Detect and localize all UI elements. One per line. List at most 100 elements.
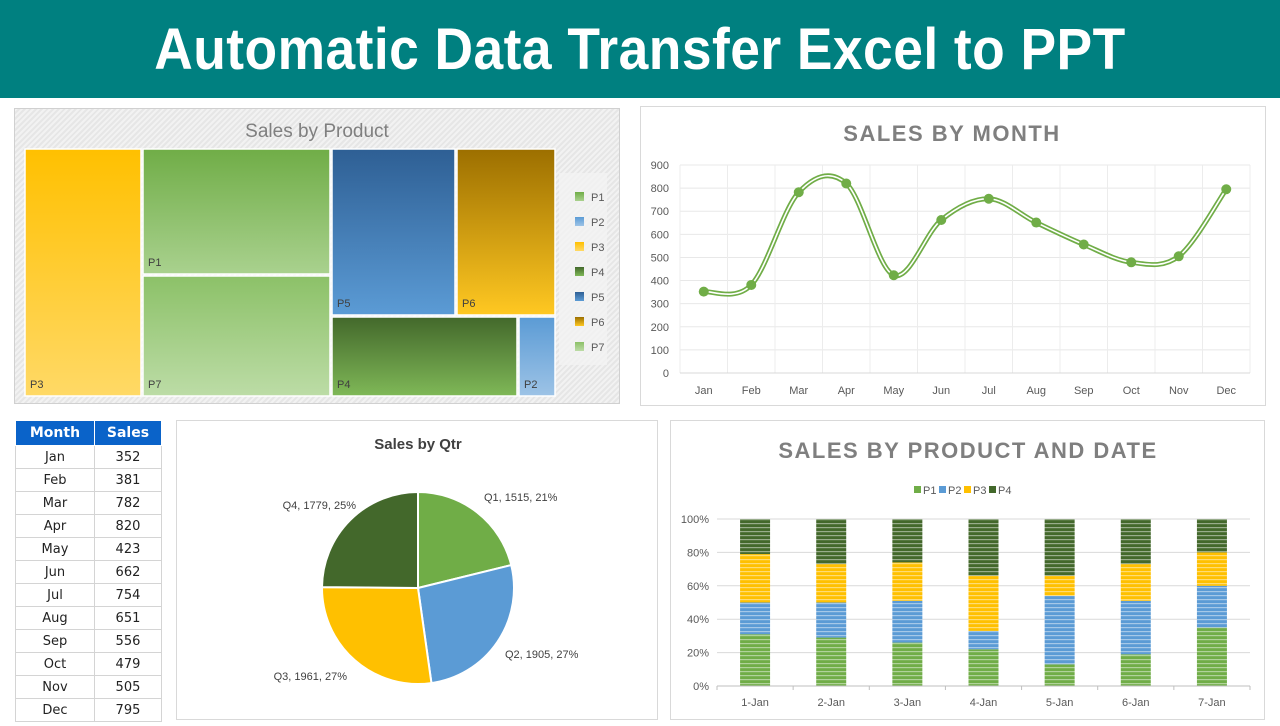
legend-swatch-p1 (914, 486, 921, 493)
sales-cell: 556 (93, 629, 163, 653)
line-data-point[interactable] (1173, 251, 1184, 262)
treemap-tile-p4[interactable] (331, 316, 518, 397)
line-data-point[interactable] (746, 279, 757, 290)
line-gridlines (679, 164, 1251, 374)
bar-segment-p3[interactable] (1044, 575, 1075, 596)
pie-slice-q1[interactable] (417, 490, 513, 590)
bar-segment-p4[interactable] (892, 519, 923, 563)
bar-segment-p1[interactable] (1196, 627, 1227, 686)
sales-cell: 795 (93, 698, 163, 722)
line-data-point[interactable] (698, 286, 709, 297)
pie-slice-q3[interactable] (321, 586, 433, 685)
line-data-point[interactable] (793, 187, 804, 198)
y-tick-label: 200 (651, 322, 669, 334)
month-cell: Jul (15, 583, 95, 607)
line-data-point[interactable] (1126, 257, 1137, 268)
bar-segment-p3[interactable] (740, 554, 771, 603)
bar-segment-p4[interactable] (1120, 519, 1151, 565)
page-title: Automatic Data Transfer Excel to PPT (154, 16, 1126, 82)
line-chart-panel[interactable]: SALES BY MONTH 0 100 200 300 400 500 600 700 800… (640, 106, 1266, 406)
treemap-chart-panel[interactable]: Sales by Product P3 P1 P7 P5 P6 P4 P2 P1 P2 P3 P4… (14, 108, 620, 404)
treemap-tile-p3[interactable] (24, 148, 142, 397)
x-tick-label: 7-Jan (1198, 697, 1226, 709)
y-tick-label: 20% (687, 648, 709, 660)
x-tick-label: Aug (1026, 385, 1046, 397)
bar-segment-p3[interactable] (968, 575, 999, 631)
bar-segment-p2[interactable] (1196, 585, 1227, 628)
bar-segment-p2[interactable] (816, 602, 847, 638)
legend-label: P4 (998, 485, 1011, 497)
stacked-bar-chart-panel[interactable]: SALES BY PRODUCT AND DATE P1 P2 P3 P4 0% 20%… (670, 420, 1265, 720)
bar-segment-p4[interactable] (1196, 519, 1227, 553)
x-tick-label: 4-Jan (970, 697, 998, 709)
bar-segment-p2[interactable] (740, 602, 771, 635)
y-tick-label: 80% (687, 547, 709, 559)
x-tick-label: Feb (742, 385, 761, 397)
bar-segment-p3[interactable] (1120, 564, 1151, 601)
treemap-chart: Sales by Product P3 P1 P7 P5 P6 P4 P2 P1 P2 P3 P4… (24, 121, 607, 397)
stacked-bars (740, 519, 1227, 686)
bar-segment-p1[interactable] (1044, 664, 1075, 686)
y-tick-label: 100 (651, 345, 669, 357)
line-data-point[interactable] (983, 193, 994, 204)
pie-chart-panel[interactable]: Sales by Qtr Q1, 1515, 21% Q2, 1905, 27% Q… (176, 420, 658, 720)
bar-segment-p2[interactable] (1044, 595, 1075, 665)
line-series (698, 173, 1232, 297)
pie-slice-q2[interactable] (416, 563, 515, 685)
treemap-tiles: P3 P1 P7 P5 P6 P4 P2 (24, 148, 556, 397)
bar-segment-p4[interactable] (968, 519, 999, 576)
bar-segment-p3[interactable] (1196, 552, 1227, 586)
legend-swatch-p4 (989, 486, 996, 493)
treemap-tile-p6[interactable] (456, 148, 556, 316)
month-cell: Dec (15, 698, 95, 722)
line-data-point[interactable] (1221, 184, 1232, 195)
month-cell: Aug (15, 606, 95, 630)
treemap-tile-p2[interactable] (518, 316, 556, 397)
line-data-point[interactable] (841, 178, 852, 189)
treemap-tile-label: P2 (524, 379, 537, 391)
bar-segment-p3[interactable] (892, 562, 923, 601)
bar-segment-p2[interactable] (1120, 600, 1151, 655)
bar-segment-p1[interactable] (1120, 654, 1151, 686)
treemap-tile-p5[interactable] (331, 148, 456, 316)
treemap-tile-p1[interactable] (142, 148, 331, 275)
line-data-point[interactable] (888, 270, 899, 281)
month-cell: Feb (15, 468, 95, 492)
bar-segment-p1[interactable] (968, 649, 999, 686)
bar-segment-p4[interactable] (816, 519, 847, 565)
pie-slice-q4[interactable] (320, 490, 419, 590)
title-banner: Automatic Data Transfer Excel to PPT (0, 0, 1280, 98)
treemap-tile-p7[interactable] (142, 275, 331, 397)
y-tick-label: 40% (687, 614, 709, 626)
bar-segment-p4[interactable] (1044, 519, 1075, 576)
legend-swatch-p6 (575, 317, 584, 326)
x-tick-label: Apr (838, 385, 855, 397)
line-chart-title: SALES BY MONTH (843, 121, 1060, 146)
bar-segment-p1[interactable] (892, 642, 923, 686)
bar-segment-p1[interactable] (816, 637, 847, 686)
x-tick-label: Oct (1123, 385, 1140, 397)
table-row: Feb 381 (15, 468, 163, 492)
treemap-tile-label: P5 (337, 298, 350, 310)
line-data-point[interactable] (1031, 217, 1042, 228)
line-data-point[interactable] (936, 215, 947, 226)
stacked-chart-title: SALES BY PRODUCT AND DATE (778, 438, 1157, 463)
y-tick-label: 500 (651, 252, 669, 264)
y-tick-label: 400 (651, 276, 669, 288)
bar-segment-p3[interactable] (816, 564, 847, 603)
pie-chart: Sales by Qtr Q1, 1515, 21%Q2, 1905, 27%Q… (274, 436, 579, 685)
sales-cell: 479 (93, 652, 163, 676)
sales-cell: 352 (93, 445, 163, 469)
bar-segment-p2[interactable] (968, 630, 999, 650)
bar-segment-p4[interactable] (740, 519, 771, 555)
sales-cell: 423 (93, 537, 163, 561)
month-cell: Apr (15, 514, 95, 538)
bar-segment-p2[interactable] (892, 600, 923, 643)
legend-swatch-p2 (939, 486, 946, 493)
legend-swatch-p3 (964, 486, 971, 493)
sales-cell: 754 (93, 583, 163, 607)
month-header: Month (15, 420, 95, 446)
line-data-point[interactable] (1078, 239, 1089, 250)
month-cell: May (15, 537, 95, 561)
bar-segment-p1[interactable] (740, 634, 771, 686)
